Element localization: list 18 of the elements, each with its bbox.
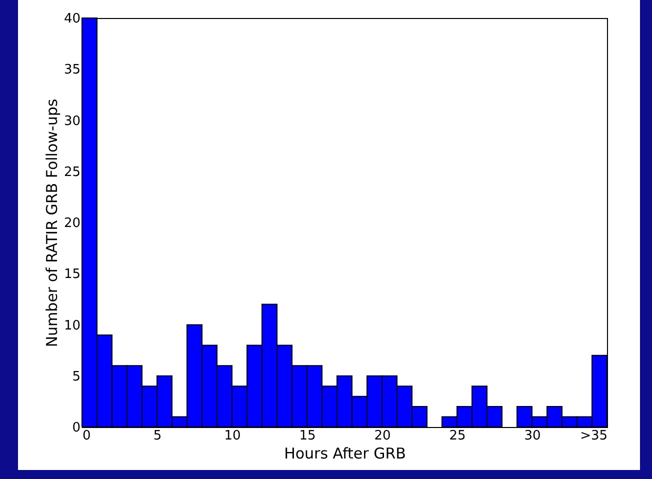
- x-tick-label: 0: [82, 428, 91, 444]
- y-tick-label: 10: [64, 318, 80, 334]
- x-tick-label: 5: [153, 428, 162, 444]
- x-tick-label: 10: [224, 428, 241, 444]
- x-tick-label: 20: [374, 428, 391, 444]
- y-tick-label: 20: [64, 216, 80, 231]
- y-tick-label: 35: [64, 62, 80, 78]
- x-tick-label: >35: [580, 428, 608, 444]
- y-tick-label: 25: [64, 164, 80, 180]
- x-axis-title: Hours After GRB: [284, 444, 406, 462]
- y-axis-title: Number of RATIR GRB Follow-ups: [42, 98, 61, 348]
- y-tick-label: 40: [64, 12, 80, 26]
- x-tick-label: 30: [524, 428, 541, 444]
- y-tick-label: 5: [72, 369, 80, 384]
- x-tick-label: 25: [449, 428, 466, 444]
- y-tick-label: 15: [64, 267, 80, 282]
- x-tick-label: 15: [299, 428, 316, 444]
- y-tick-label: 30: [64, 114, 80, 129]
